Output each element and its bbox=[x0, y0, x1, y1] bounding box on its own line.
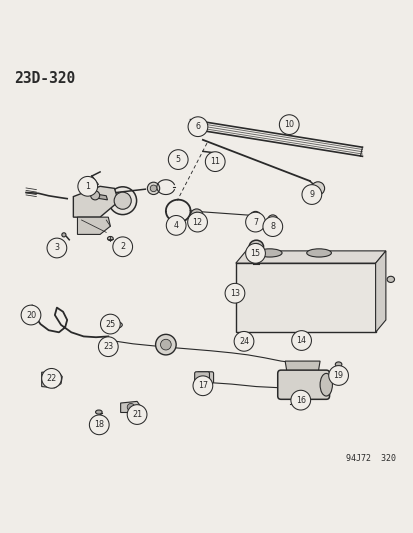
Text: 3: 3 bbox=[54, 244, 59, 253]
Circle shape bbox=[188, 117, 207, 136]
Text: 23D-320: 23D-320 bbox=[14, 71, 75, 86]
Text: 6: 6 bbox=[195, 122, 200, 131]
Circle shape bbox=[127, 403, 134, 411]
Text: 25: 25 bbox=[105, 320, 115, 328]
Ellipse shape bbox=[147, 182, 159, 195]
Text: 94J72  320: 94J72 320 bbox=[345, 454, 395, 463]
Ellipse shape bbox=[114, 192, 131, 209]
Ellipse shape bbox=[102, 321, 122, 329]
Ellipse shape bbox=[62, 233, 66, 237]
Circle shape bbox=[21, 305, 41, 325]
Text: 24: 24 bbox=[238, 337, 249, 346]
Text: 15: 15 bbox=[250, 249, 260, 258]
Circle shape bbox=[42, 368, 61, 388]
Circle shape bbox=[245, 244, 265, 263]
Circle shape bbox=[192, 376, 212, 395]
Text: 20: 20 bbox=[26, 311, 36, 319]
Text: 17: 17 bbox=[197, 381, 207, 390]
Polygon shape bbox=[77, 217, 110, 235]
Circle shape bbox=[190, 209, 202, 221]
Text: 1: 1 bbox=[85, 182, 90, 191]
Circle shape bbox=[245, 212, 265, 232]
Text: 21: 21 bbox=[132, 410, 142, 419]
Circle shape bbox=[155, 334, 176, 355]
Circle shape bbox=[290, 390, 310, 410]
Polygon shape bbox=[120, 401, 141, 413]
Ellipse shape bbox=[252, 244, 259, 250]
Polygon shape bbox=[92, 193, 107, 200]
Circle shape bbox=[291, 330, 311, 350]
Text: 22: 22 bbox=[46, 374, 57, 383]
Ellipse shape bbox=[90, 191, 100, 200]
Text: 7: 7 bbox=[252, 217, 257, 227]
Text: 12: 12 bbox=[192, 217, 202, 227]
Circle shape bbox=[205, 152, 225, 172]
Ellipse shape bbox=[249, 212, 261, 223]
Ellipse shape bbox=[150, 185, 157, 192]
Text: 8: 8 bbox=[270, 222, 275, 231]
Ellipse shape bbox=[194, 128, 198, 134]
Ellipse shape bbox=[107, 323, 117, 327]
Text: 16: 16 bbox=[295, 395, 305, 405]
Ellipse shape bbox=[252, 214, 258, 221]
Circle shape bbox=[113, 237, 132, 256]
Circle shape bbox=[166, 215, 185, 235]
FancyBboxPatch shape bbox=[197, 372, 213, 383]
FancyBboxPatch shape bbox=[194, 372, 209, 383]
Polygon shape bbox=[42, 372, 62, 388]
Text: 10: 10 bbox=[284, 120, 294, 129]
Text: 9: 9 bbox=[309, 190, 313, 199]
Circle shape bbox=[279, 115, 298, 134]
Polygon shape bbox=[235, 251, 385, 263]
Text: 13: 13 bbox=[229, 289, 240, 298]
Ellipse shape bbox=[249, 240, 263, 253]
Ellipse shape bbox=[95, 410, 102, 414]
Circle shape bbox=[47, 238, 66, 258]
Ellipse shape bbox=[267, 215, 277, 225]
Circle shape bbox=[301, 184, 321, 204]
Polygon shape bbox=[285, 361, 319, 374]
Ellipse shape bbox=[109, 187, 136, 215]
Circle shape bbox=[89, 415, 109, 435]
Circle shape bbox=[168, 150, 188, 169]
FancyBboxPatch shape bbox=[277, 370, 329, 399]
Text: 4: 4 bbox=[173, 221, 178, 230]
Circle shape bbox=[234, 332, 253, 351]
Circle shape bbox=[160, 340, 171, 350]
Ellipse shape bbox=[319, 374, 332, 396]
FancyBboxPatch shape bbox=[235, 263, 375, 332]
Ellipse shape bbox=[107, 237, 113, 240]
Text: 23: 23 bbox=[103, 342, 113, 351]
Text: 14: 14 bbox=[296, 336, 306, 345]
Ellipse shape bbox=[257, 249, 281, 257]
Circle shape bbox=[225, 284, 244, 303]
Ellipse shape bbox=[103, 338, 112, 343]
Circle shape bbox=[193, 212, 199, 218]
Polygon shape bbox=[73, 187, 118, 217]
Circle shape bbox=[262, 217, 282, 237]
Circle shape bbox=[98, 337, 118, 357]
Polygon shape bbox=[375, 251, 385, 332]
Text: 5: 5 bbox=[175, 155, 180, 164]
Ellipse shape bbox=[306, 249, 330, 257]
Text: 11: 11 bbox=[210, 157, 220, 166]
Ellipse shape bbox=[335, 362, 341, 367]
Circle shape bbox=[127, 405, 147, 424]
Circle shape bbox=[328, 366, 348, 385]
Text: 19: 19 bbox=[333, 371, 343, 380]
Circle shape bbox=[100, 314, 120, 334]
Text: 2: 2 bbox=[120, 243, 125, 251]
Circle shape bbox=[78, 176, 97, 196]
Circle shape bbox=[311, 182, 324, 195]
Ellipse shape bbox=[386, 276, 394, 282]
Ellipse shape bbox=[269, 217, 275, 223]
Text: 18: 18 bbox=[94, 421, 104, 429]
Circle shape bbox=[187, 212, 207, 232]
